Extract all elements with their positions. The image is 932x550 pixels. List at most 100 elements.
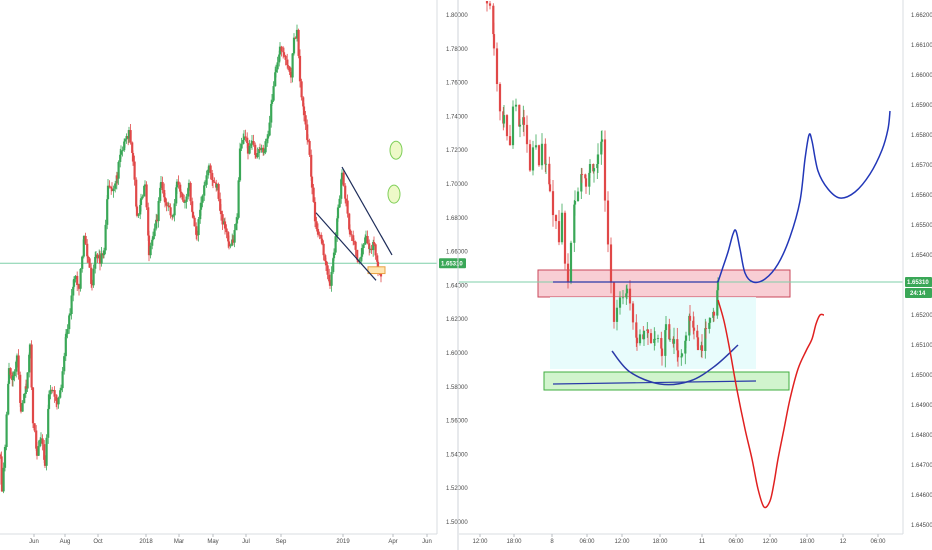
- candle-body: [231, 239, 235, 243]
- candle-body: [588, 172, 591, 187]
- candle-body: [635, 337, 639, 344]
- candle-body: [664, 330, 667, 356]
- candle-body: [33, 423, 36, 431]
- candle-body: [688, 315, 692, 321]
- time-tick-label: 2018: [139, 539, 153, 545]
- candle-body: [11, 376, 15, 381]
- price-tick-label: 1.60000: [446, 351, 468, 357]
- candle-body: [563, 212, 567, 264]
- candle-body: [68, 315, 71, 330]
- candle-body: [13, 371, 16, 377]
- candle-body: [668, 338, 672, 340]
- right-candles: [485, 1, 720, 368]
- left-time-axis[interactable]: Jun Aug Oct 2018 Mar May Jul Sep 2019 Apr Jun: [29, 534, 432, 545]
- right-chart-zones: [537, 269, 791, 391]
- price-tick-label: 1.64600: [911, 493, 932, 499]
- candle-body: [266, 138, 269, 142]
- candle-body: [45, 437, 48, 466]
- candle-body: [649, 333, 653, 343]
- candle-body: [580, 174, 584, 175]
- candle-body: [66, 329, 69, 335]
- candle-body: [84, 235, 87, 244]
- price-tick-label: 1.54000: [446, 452, 468, 458]
- candle-body: [227, 232, 230, 242]
- candle-body: [511, 106, 515, 146]
- candle-body: [615, 307, 619, 322]
- candle-body: [308, 140, 311, 155]
- candle-body: [684, 335, 688, 341]
- candle-body: [7, 368, 11, 384]
- candle-body: [332, 258, 335, 272]
- candle-body: [15, 361, 18, 372]
- time-tick-label: 12: [840, 539, 847, 545]
- candle-body: [318, 234, 321, 236]
- candle-body: [638, 334, 642, 344]
- candle-body: [23, 393, 26, 404]
- candle-body: [185, 196, 188, 202]
- candle-body: [340, 172, 344, 180]
- candle-body: [708, 322, 711, 329]
- candle-body: [195, 234, 199, 236]
- candle-body: [43, 444, 46, 460]
- candle-body: [189, 182, 192, 202]
- candle-body: [324, 255, 327, 261]
- price-tick-label: 1.66200: [911, 13, 932, 19]
- time-tick-label: 11: [699, 539, 706, 545]
- price-tick-label: 1.65100: [911, 343, 932, 349]
- right-time-axis[interactable]: 12:00 18:00 8 06:00 12:00 18:00 11 06:00 12:00 18…: [472, 534, 886, 545]
- candle-body: [276, 62, 279, 70]
- time-tick-label: Jun: [422, 539, 432, 545]
- candle-body: [207, 169, 210, 176]
- price-tick-label: 1.68000: [446, 216, 468, 222]
- candle-body: [584, 178, 588, 187]
- candle-body: [119, 150, 123, 155]
- price-tick-label: 1.76000: [446, 81, 468, 87]
- candle-body: [544, 143, 547, 165]
- candle-body: [205, 175, 208, 185]
- left-price-axis[interactable]: 1.80000 1.78000 1.76000 1.74000 1.72000 1.700…: [446, 13, 468, 526]
- candle-body: [55, 400, 59, 405]
- candle-body: [712, 311, 716, 316]
- candle-body: [112, 188, 115, 192]
- time-tick-label: Mar: [174, 539, 184, 545]
- price-tick-label: 1.52000: [446, 486, 468, 492]
- candle-body: [313, 201, 317, 222]
- candle-body: [551, 191, 555, 216]
- candle-body: [250, 141, 254, 144]
- candle-body: [625, 288, 629, 294]
- candle-body: [272, 86, 275, 101]
- candle-body: [278, 54, 281, 63]
- candle-body: [370, 248, 373, 251]
- candle-body: [525, 124, 529, 145]
- candle-body: [191, 211, 195, 218]
- candle-body: [336, 207, 340, 219]
- right-chart-intraday[interactable]: 1.66200 1.66100 1.66000 1.65900 1.65800 1.657…: [459, 0, 932, 545]
- candle-body: [57, 397, 60, 405]
- candle-body: [338, 198, 341, 208]
- candle-body: [708, 317, 712, 323]
- candle-body: [592, 164, 595, 172]
- candle-body: [566, 263, 570, 283]
- candle-body: [348, 213, 351, 230]
- candle-body: [74, 275, 77, 280]
- candle-body: [81, 256, 84, 269]
- left-chart-daily[interactable]: 1.80000 1.78000 1.76000 1.74000 1.72000 1.700…: [0, 0, 468, 545]
- candle-body: [716, 290, 719, 316]
- candle-body: [518, 124, 522, 127]
- candle-body: [328, 274, 331, 282]
- candle-body: [258, 148, 262, 151]
- candle-body: [179, 184, 182, 192]
- candle-body: [197, 219, 200, 236]
- candle-body: [256, 153, 259, 158]
- candle-body: [238, 148, 242, 181]
- trend-line: [315, 212, 377, 281]
- candle-body: [28, 354, 31, 373]
- candle-body: [334, 236, 337, 253]
- price-tick-label: 1.65200: [911, 313, 932, 319]
- candle-body: [187, 182, 191, 189]
- candle-body: [364, 235, 368, 238]
- candle-body: [72, 286, 75, 296]
- candle-body: [348, 229, 352, 235]
- candle-body: [704, 328, 707, 351]
